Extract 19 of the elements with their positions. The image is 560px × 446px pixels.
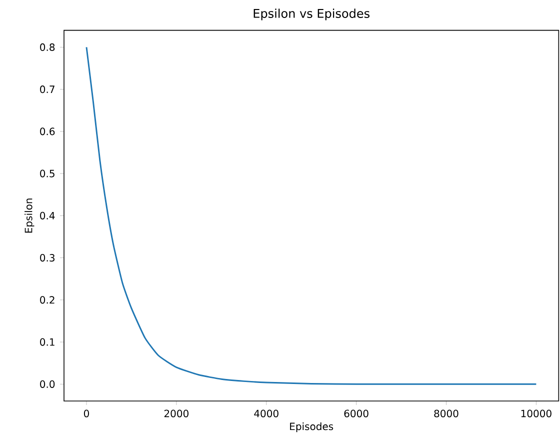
y-tick-label: 0.5 (40, 170, 54, 178)
y-tick-label: 0.2 (40, 296, 54, 304)
y-tick-label: 0.4 (40, 212, 55, 220)
x-tick-label: 10000 (521, 410, 552, 418)
chart-title: Epsilon vs Episodes (254, 8, 370, 20)
x-tick-label: 8000 (434, 410, 458, 418)
y-tick-label: 0.1 (40, 338, 54, 346)
x-axis-title: Episodes (290, 422, 334, 432)
x-tick-label: 6000 (344, 410, 368, 418)
x-tick-label: 4000 (254, 410, 278, 418)
x-tick-label: 0 (84, 410, 89, 418)
y-axis-title: Epsilon (24, 198, 34, 233)
y-tick-label: 0.0 (40, 380, 55, 388)
line-series (86, 46, 537, 385)
x-tick-label: 2000 (164, 410, 188, 418)
y-tick-label: 0.6 (40, 128, 55, 136)
y-tick-label: 0.3 (40, 254, 54, 262)
y-tick-label: 0.8 (40, 43, 55, 51)
y-tick-label: 0.7 (40, 86, 54, 94)
